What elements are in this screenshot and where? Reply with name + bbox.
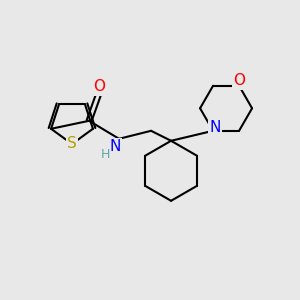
Text: H: H [100,148,110,161]
Text: N: N [209,120,221,135]
Text: O: O [93,79,105,94]
Text: S: S [67,136,77,152]
Text: O: O [233,73,245,88]
Text: N: N [110,139,121,154]
